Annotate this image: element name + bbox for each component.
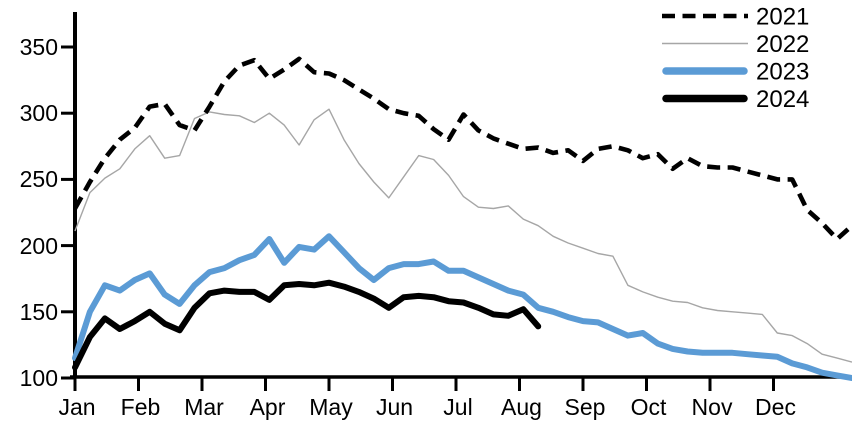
x-tick-label: Oct — [631, 394, 667, 420]
y-axis-ticks — [61, 45, 74, 380]
y-tick-label: 350 — [20, 34, 58, 60]
series-2024-line — [72, 279, 542, 371]
y-axis: 350 300 250 200 150 100 — [20, 12, 77, 391]
x-tick-label: Dec — [755, 394, 796, 420]
plot-series — [72, 56, 852, 381]
x-axis: Jan Feb Mar Apr May Jun Jul Aug Sep Oct … — [58, 375, 852, 420]
series-2022-line — [74, 108, 852, 363]
x-tick-label: Jun — [376, 394, 413, 420]
series-2021-line — [72, 56, 852, 242]
y-tick-label: 200 — [20, 233, 58, 259]
x-tick-label: Jan — [58, 394, 95, 420]
legend-label-2021: 2021 — [756, 4, 809, 31]
x-tick-label: Nov — [692, 394, 733, 420]
legend-label-2024: 2024 — [756, 86, 809, 113]
legend-label-2022: 2022 — [756, 31, 809, 58]
legend-label-2023: 2023 — [756, 59, 809, 86]
y-tick-label: 100 — [20, 365, 58, 391]
x-tick-label: May — [309, 394, 353, 420]
legend: 2021 2022 2023 2024 — [662, 4, 809, 113]
y-tick-label: 250 — [20, 166, 58, 192]
series-2023-line — [72, 233, 852, 381]
x-tick-label: Feb — [121, 394, 161, 420]
y-tick-label: 150 — [20, 299, 58, 325]
x-tick-label: Aug — [501, 394, 542, 420]
x-axis-ticks — [73, 377, 775, 391]
x-tick-label: Jul — [443, 394, 472, 420]
x-tick-label: Apr — [250, 394, 286, 420]
x-tick-label: Mar — [184, 394, 224, 420]
y-tick-label: 300 — [20, 100, 58, 126]
x-tick-label: Sep — [565, 394, 606, 420]
